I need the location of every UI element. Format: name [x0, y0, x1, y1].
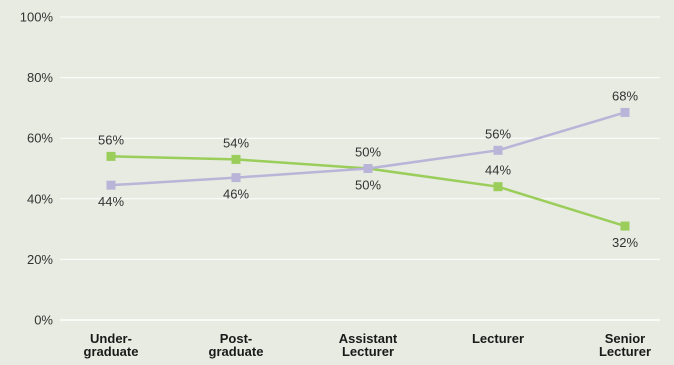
series-marker	[620, 107, 630, 117]
x-category-label: Under-graduate	[84, 331, 139, 359]
data-label: 50%	[355, 178, 381, 193]
data-label: 50%	[355, 145, 381, 160]
data-label: 44%	[98, 194, 124, 209]
x-axis-categories: Under-graduate Post-graduate Assistant Lect…	[84, 331, 651, 359]
series-marker	[620, 221, 630, 231]
data-labels: 56% 54% 50% 44% 32% 44% 46% 50% 56% 68%	[98, 88, 638, 250]
data-label: 68%	[612, 88, 638, 103]
series-marker	[493, 182, 503, 192]
data-label: 56%	[98, 132, 124, 147]
x-category-label: Lecturer	[472, 331, 524, 346]
series-marker	[106, 151, 116, 161]
data-label: 54%	[223, 135, 249, 150]
y-tick-label: 20%	[27, 252, 53, 267]
data-label: 46%	[223, 187, 249, 202]
x-category-label: Senior Lecturer	[599, 331, 651, 359]
gridlines	[60, 16, 660, 321]
series-marker	[231, 154, 241, 164]
y-tick-label: 80%	[27, 70, 53, 85]
x-category-label: Post-graduate	[209, 331, 264, 359]
series-marker	[363, 164, 373, 173]
series-marker	[106, 180, 116, 190]
y-tick-label: 0%	[34, 313, 53, 328]
y-tick-label: 100%	[20, 10, 54, 25]
y-tick-label: 40%	[27, 191, 53, 206]
x-category-label: Assistant Lecturer	[339, 331, 398, 359]
series-marker	[493, 145, 503, 155]
data-label: 32%	[612, 235, 638, 250]
data-label: 56%	[485, 126, 511, 141]
data-label: 44%	[485, 163, 511, 178]
y-axis-ticks: 0% 20% 40% 60% 80% 100%	[20, 10, 54, 328]
series-markers	[106, 107, 630, 231]
series-marker	[231, 173, 241, 183]
y-tick-label: 60%	[27, 131, 53, 146]
